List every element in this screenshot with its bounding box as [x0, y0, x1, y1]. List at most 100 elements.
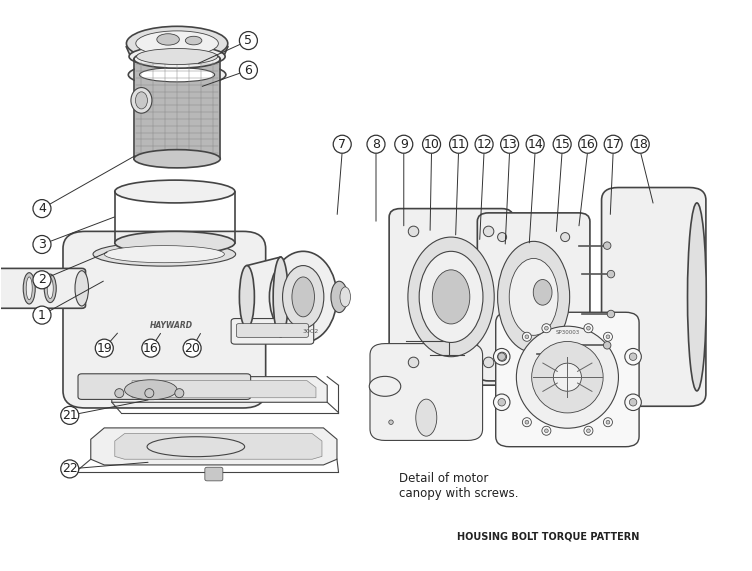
Text: 19: 19: [96, 341, 112, 355]
Ellipse shape: [625, 394, 641, 411]
Ellipse shape: [269, 251, 337, 343]
FancyBboxPatch shape: [205, 467, 223, 481]
Ellipse shape: [607, 270, 614, 278]
Text: Detail of motor
canopy with screws.: Detail of motor canopy with screws.: [399, 472, 518, 500]
Text: 6: 6: [244, 64, 253, 77]
Polygon shape: [247, 257, 280, 337]
FancyBboxPatch shape: [231, 319, 314, 344]
Ellipse shape: [145, 389, 154, 397]
Ellipse shape: [135, 92, 147, 109]
Ellipse shape: [75, 271, 89, 306]
Ellipse shape: [239, 61, 257, 79]
Ellipse shape: [61, 407, 79, 424]
Ellipse shape: [137, 49, 217, 65]
Ellipse shape: [115, 389, 124, 397]
Ellipse shape: [47, 278, 53, 299]
Ellipse shape: [606, 335, 610, 339]
Text: 20: 20: [184, 341, 200, 355]
Ellipse shape: [136, 31, 218, 56]
Ellipse shape: [603, 341, 611, 349]
Text: 9: 9: [400, 138, 408, 151]
Ellipse shape: [134, 150, 220, 168]
Ellipse shape: [331, 282, 347, 312]
Ellipse shape: [134, 50, 220, 68]
Text: 8: 8: [372, 138, 380, 151]
Ellipse shape: [579, 135, 596, 153]
Ellipse shape: [367, 135, 385, 153]
Ellipse shape: [523, 332, 532, 341]
Ellipse shape: [498, 399, 505, 406]
Ellipse shape: [606, 420, 610, 424]
Ellipse shape: [525, 420, 529, 424]
Ellipse shape: [115, 180, 235, 203]
Ellipse shape: [239, 31, 257, 50]
Ellipse shape: [584, 426, 593, 435]
Ellipse shape: [603, 332, 612, 341]
Text: 13: 13: [502, 138, 517, 151]
Ellipse shape: [587, 429, 590, 433]
Text: 21: 21: [62, 409, 77, 422]
Text: 3: 3: [38, 238, 46, 251]
Ellipse shape: [61, 460, 79, 478]
Ellipse shape: [44, 274, 56, 303]
Ellipse shape: [416, 399, 437, 436]
Ellipse shape: [604, 135, 622, 153]
Ellipse shape: [517, 326, 618, 428]
Text: SP30003: SP30003: [555, 330, 580, 335]
Ellipse shape: [23, 273, 35, 304]
Ellipse shape: [140, 67, 214, 82]
Ellipse shape: [183, 339, 201, 357]
Ellipse shape: [185, 37, 202, 45]
Ellipse shape: [126, 26, 228, 61]
Ellipse shape: [493, 394, 510, 411]
Ellipse shape: [603, 242, 611, 250]
Ellipse shape: [498, 353, 505, 360]
Ellipse shape: [408, 237, 494, 357]
FancyBboxPatch shape: [496, 312, 639, 447]
Ellipse shape: [532, 341, 603, 413]
Polygon shape: [132, 381, 316, 398]
Ellipse shape: [553, 135, 572, 153]
Ellipse shape: [33, 271, 51, 289]
Ellipse shape: [423, 135, 441, 153]
Ellipse shape: [553, 363, 581, 391]
Ellipse shape: [631, 135, 649, 153]
Ellipse shape: [273, 257, 288, 337]
FancyBboxPatch shape: [370, 344, 483, 440]
Text: 4: 4: [38, 202, 46, 215]
Ellipse shape: [147, 437, 244, 457]
Ellipse shape: [498, 352, 507, 361]
Ellipse shape: [33, 235, 51, 254]
Polygon shape: [115, 433, 322, 459]
Ellipse shape: [584, 324, 593, 333]
Ellipse shape: [157, 34, 179, 45]
Ellipse shape: [395, 135, 413, 153]
Ellipse shape: [607, 310, 614, 317]
Ellipse shape: [533, 280, 552, 305]
Ellipse shape: [33, 200, 51, 218]
Ellipse shape: [498, 242, 570, 352]
Ellipse shape: [419, 251, 483, 343]
Text: 2: 2: [38, 274, 46, 286]
Ellipse shape: [96, 339, 114, 357]
Ellipse shape: [26, 277, 32, 300]
Ellipse shape: [544, 327, 548, 330]
Text: 16: 16: [143, 341, 159, 355]
Ellipse shape: [498, 232, 507, 242]
Text: 11: 11: [450, 138, 466, 151]
Polygon shape: [112, 377, 327, 403]
Ellipse shape: [542, 426, 551, 435]
Ellipse shape: [129, 63, 226, 86]
Ellipse shape: [105, 246, 224, 263]
FancyBboxPatch shape: [0, 268, 86, 308]
Ellipse shape: [369, 376, 401, 396]
Ellipse shape: [432, 270, 470, 324]
Ellipse shape: [292, 277, 314, 317]
Ellipse shape: [131, 87, 152, 113]
Text: 16: 16: [580, 138, 596, 151]
Text: 5: 5: [244, 34, 253, 47]
FancyBboxPatch shape: [478, 213, 590, 381]
Ellipse shape: [129, 46, 225, 67]
Text: 22: 22: [62, 463, 77, 476]
Text: 7: 7: [338, 138, 346, 151]
